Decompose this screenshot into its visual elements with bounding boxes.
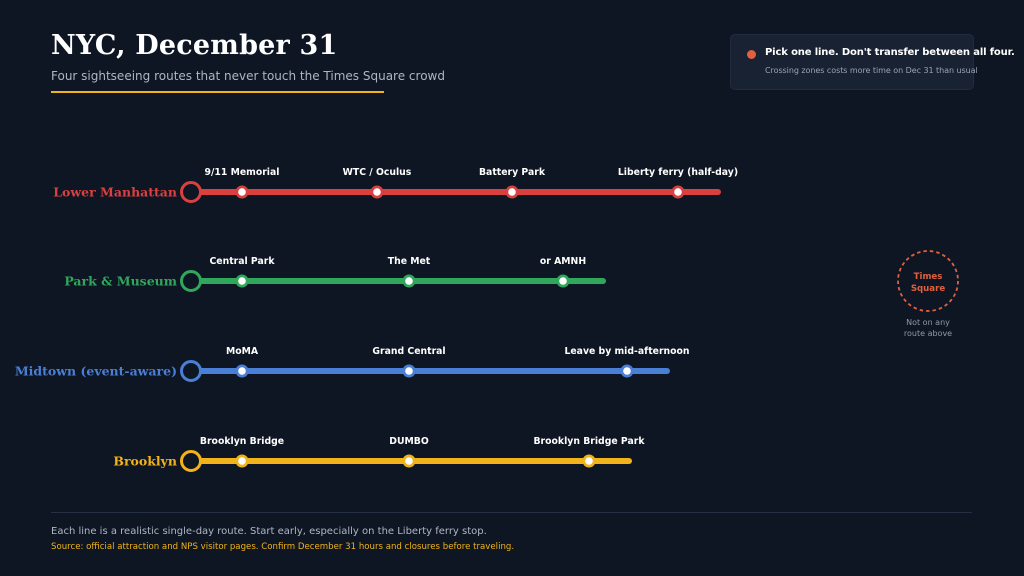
stop-marker-center-dumbo xyxy=(405,457,413,465)
route-name-brooklyn: Brooklyn xyxy=(113,454,177,469)
title-underline xyxy=(51,91,384,93)
stop-marker-center-liberty-ferry-half-day xyxy=(674,188,682,196)
times-square-caption-line2: route above xyxy=(904,329,952,338)
page-subtitle: Four sightseeing routes that never touch… xyxy=(51,69,445,83)
stop-marker-center-leave-by-mid-afternoon xyxy=(623,367,631,375)
stop-label-brooklyn-bridge: Brooklyn Bridge xyxy=(200,436,284,447)
stop-marker-center-or-amnh xyxy=(559,277,567,285)
stop-marker-center-brooklyn-bridge xyxy=(238,457,246,465)
stop-marker-center-the-met xyxy=(405,277,413,285)
stop-marker-center-battery-park xyxy=(508,188,516,196)
stop-marker-center-grand-central xyxy=(405,367,413,375)
stop-label-dumbo: DUMBO xyxy=(389,436,429,447)
route-name-park-museum: Park & Museum xyxy=(64,274,177,289)
tip-detail: Crossing zones costs more time on Dec 31… xyxy=(765,66,978,75)
stop-label-liberty-ferry-half-day: Liberty ferry (half-day) xyxy=(618,167,738,178)
route-name-lower-manhattan: Lower Manhattan xyxy=(53,185,177,200)
stop-marker-center-moma xyxy=(238,367,246,375)
tip-headline: Pick one line. Don't transfer between al… xyxy=(765,47,1015,58)
stop-label-moma: MoMA xyxy=(226,346,259,357)
stop-label-leave-by-mid-afternoon: Leave by mid-afternoon xyxy=(564,346,689,357)
times-square-caption-line1: Not on any xyxy=(906,318,950,327)
tip-card: Pick one line. Don't transfer between al… xyxy=(730,34,1015,90)
stop-label-brooklyn-bridge-park: Brooklyn Bridge Park xyxy=(533,436,645,447)
page-title: NYC, December 31 xyxy=(51,30,338,61)
route-name-midtown-event-aware: Midtown (event-aware) xyxy=(15,364,177,379)
times-square-label-line2: Square xyxy=(911,284,945,294)
tip-dot-icon xyxy=(747,50,756,59)
stop-label-the-met: The Met xyxy=(388,256,431,267)
stop-label-or-amnh: or AMNH xyxy=(540,256,586,267)
footer-source: Source: official attraction and NPS visi… xyxy=(51,542,515,552)
stop-label-grand-central: Grand Central xyxy=(372,346,445,357)
route-origin-lower-manhattan xyxy=(180,181,202,203)
stop-label-central-park: Central Park xyxy=(209,256,275,267)
times-square-marker xyxy=(897,250,959,312)
stop-marker-center-brooklyn-bridge-park xyxy=(585,457,593,465)
footer-divider xyxy=(51,512,972,513)
stop-label-wtc-oculus: WTC / Oculus xyxy=(343,167,412,178)
stop-marker-center-central-park xyxy=(238,277,246,285)
stop-marker-center-wtc-oculus xyxy=(373,188,381,196)
route-origin-park-museum xyxy=(180,270,202,292)
route-origin-midtown-event-aware xyxy=(180,360,202,382)
times-square-label-line1: Times xyxy=(914,272,943,282)
footer-note: Each line is a realistic single-day rout… xyxy=(51,526,487,537)
stop-marker-center-9-11-memorial xyxy=(238,188,246,196)
stop-label-9-11-memorial: 9/11 Memorial xyxy=(205,167,280,178)
route-origin-brooklyn xyxy=(180,450,202,472)
stop-label-battery-park: Battery Park xyxy=(479,167,546,178)
